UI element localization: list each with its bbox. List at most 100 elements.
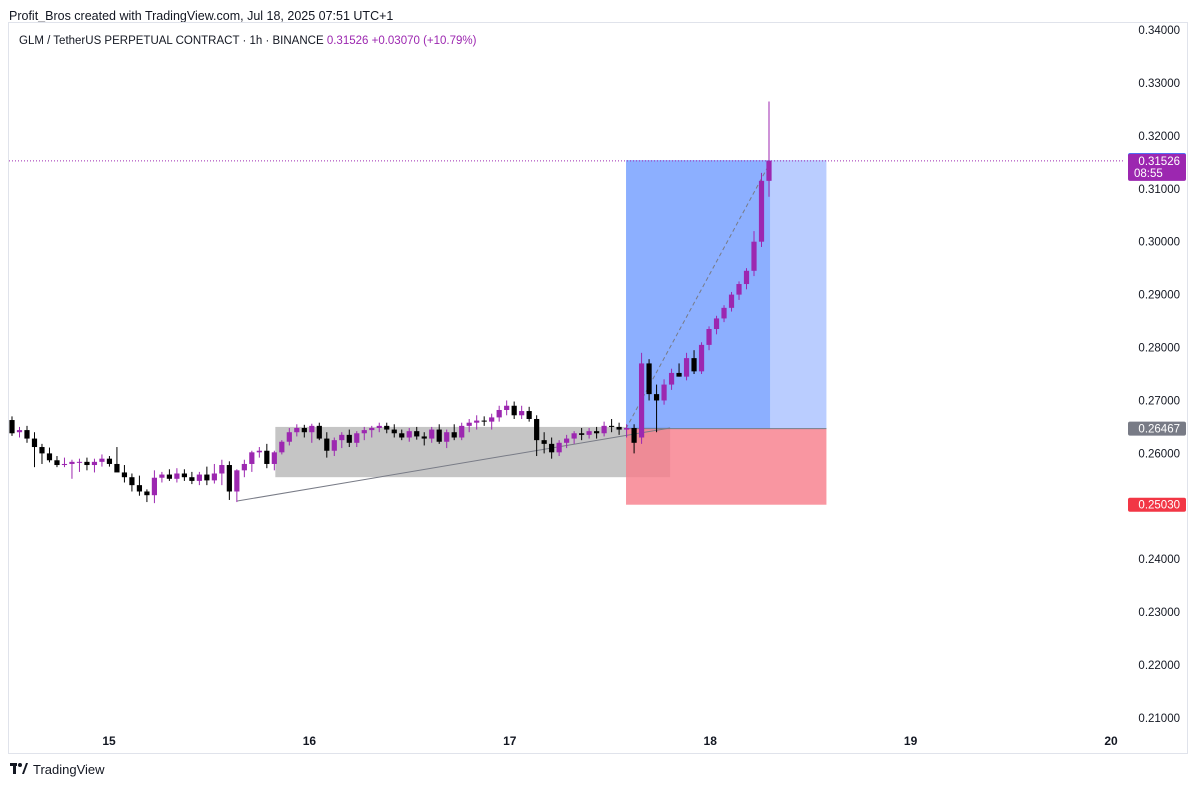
candle-body[interactable] bbox=[751, 241, 757, 271]
candle-body[interactable] bbox=[279, 441, 285, 453]
candle-body[interactable] bbox=[264, 450, 270, 464]
candle-body[interactable] bbox=[271, 452, 277, 464]
candle-body[interactable] bbox=[354, 433, 360, 443]
candle-body[interactable] bbox=[571, 433, 577, 439]
candle-body[interactable] bbox=[91, 461, 98, 466]
candle-body[interactable] bbox=[69, 461, 75, 464]
candle-body[interactable] bbox=[9, 420, 15, 434]
candle-body[interactable] bbox=[136, 485, 143, 492]
candle-body[interactable] bbox=[519, 411, 525, 416]
candle-body[interactable] bbox=[474, 420, 480, 423]
candle-body[interactable] bbox=[459, 425, 465, 438]
candle-body[interactable] bbox=[586, 431, 592, 435]
candle-body[interactable] bbox=[84, 461, 90, 466]
candle-body[interactable] bbox=[758, 180, 765, 242]
candle-body[interactable] bbox=[436, 429, 442, 442]
candle-body[interactable] bbox=[541, 440, 547, 444]
candle-body[interactable] bbox=[556, 442, 562, 453]
candle-body[interactable] bbox=[429, 429, 435, 439]
candle-body[interactable] bbox=[144, 491, 150, 496]
symbol-title[interactable]: GLM / TetherUS PERPETUAL CONTRACT · 1h ·… bbox=[19, 35, 324, 47]
candle-body[interactable] bbox=[631, 427, 637, 443]
profit-zone[interactable] bbox=[770, 160, 827, 429]
candle-body[interactable] bbox=[668, 372, 675, 385]
candle-body[interactable] bbox=[601, 425, 607, 434]
candle-body[interactable] bbox=[511, 405, 517, 416]
candle-body[interactable] bbox=[256, 450, 262, 453]
candle-body[interactable] bbox=[706, 329, 712, 345]
tradingview-brand[interactable]: TradingView bbox=[10, 761, 105, 777]
candle-body[interactable] bbox=[451, 432, 457, 438]
candle-body[interactable] bbox=[369, 427, 375, 431]
loss-zone[interactable] bbox=[626, 428, 827, 505]
candle-body[interactable] bbox=[579, 433, 585, 435]
candle-body[interactable] bbox=[638, 363, 645, 438]
candle-body[interactable] bbox=[466, 422, 472, 426]
candle-body[interactable] bbox=[129, 477, 135, 486]
candle-body[interactable] bbox=[534, 418, 540, 441]
candle-body[interactable] bbox=[106, 458, 113, 464]
candle-body[interactable] bbox=[181, 473, 187, 478]
candle-body[interactable] bbox=[526, 411, 532, 419]
candle-body[interactable] bbox=[646, 363, 652, 395]
candle-body[interactable] bbox=[361, 430, 367, 434]
candle-body[interactable] bbox=[16, 430, 23, 433]
candle-body[interactable] bbox=[676, 372, 682, 377]
candle-body[interactable] bbox=[301, 427, 307, 433]
candle-body[interactable] bbox=[384, 425, 390, 430]
candle-body[interactable] bbox=[376, 425, 382, 428]
candle-body[interactable] bbox=[286, 432, 292, 442]
candle-body[interactable] bbox=[31, 438, 38, 448]
candle-body[interactable] bbox=[661, 384, 667, 401]
candle-body[interactable] bbox=[61, 463, 68, 466]
candle-body[interactable] bbox=[713, 318, 720, 330]
candle-body[interactable] bbox=[743, 270, 750, 285]
candle-body[interactable] bbox=[691, 358, 697, 372]
candle-body[interactable] bbox=[196, 474, 202, 481]
trendline[interactable] bbox=[237, 427, 671, 502]
candle-body[interactable] bbox=[211, 473, 217, 481]
candle-body[interactable] bbox=[421, 436, 427, 439]
candle-body[interactable] bbox=[241, 463, 247, 471]
candle-body[interactable] bbox=[616, 426, 622, 430]
candle-body[interactable] bbox=[309, 425, 315, 433]
candle-body[interactable] bbox=[249, 452, 255, 464]
candle-body[interactable] bbox=[653, 394, 660, 401]
candle-body[interactable] bbox=[623, 427, 630, 430]
candle-body[interactable] bbox=[219, 465, 225, 474]
candle-body[interactable] bbox=[609, 425, 615, 427]
candle-body[interactable] bbox=[331, 440, 337, 451]
candle-body[interactable] bbox=[399, 433, 405, 438]
candle-body[interactable] bbox=[174, 473, 180, 479]
candle-body[interactable] bbox=[504, 405, 510, 410]
candle-body[interactable] bbox=[54, 460, 60, 466]
candle-body[interactable] bbox=[549, 443, 555, 453]
candle-body[interactable] bbox=[736, 284, 742, 295]
candle-body[interactable] bbox=[721, 307, 727, 319]
candle-body[interactable] bbox=[728, 294, 735, 308]
candle-body[interactable] bbox=[166, 474, 172, 479]
candle-body[interactable] bbox=[346, 434, 352, 443]
candle-body[interactable] bbox=[339, 434, 345, 441]
candle-body[interactable] bbox=[324, 438, 330, 451]
candle-body[interactable] bbox=[564, 438, 570, 443]
candle-body[interactable] bbox=[489, 417, 495, 422]
candle-body[interactable] bbox=[594, 431, 600, 434]
candle-body[interactable] bbox=[99, 458, 105, 462]
candle-body[interactable] bbox=[406, 431, 412, 438]
candle-body[interactable] bbox=[683, 358, 690, 377]
candle-body[interactable] bbox=[76, 461, 83, 463]
candle-body[interactable] bbox=[414, 431, 420, 437]
candle-body[interactable] bbox=[204, 474, 210, 481]
candle-body[interactable] bbox=[151, 477, 158, 496]
candle-body[interactable] bbox=[46, 453, 53, 461]
candle-body[interactable] bbox=[24, 430, 30, 439]
candle-body[interactable] bbox=[316, 425, 322, 439]
candle-body[interactable] bbox=[481, 420, 487, 422]
candle-body[interactable] bbox=[496, 409, 502, 418]
candle-body[interactable] bbox=[226, 465, 232, 492]
candle-body[interactable] bbox=[698, 344, 705, 372]
candle-body[interactable] bbox=[189, 477, 195, 481]
candle-body[interactable] bbox=[391, 429, 397, 434]
